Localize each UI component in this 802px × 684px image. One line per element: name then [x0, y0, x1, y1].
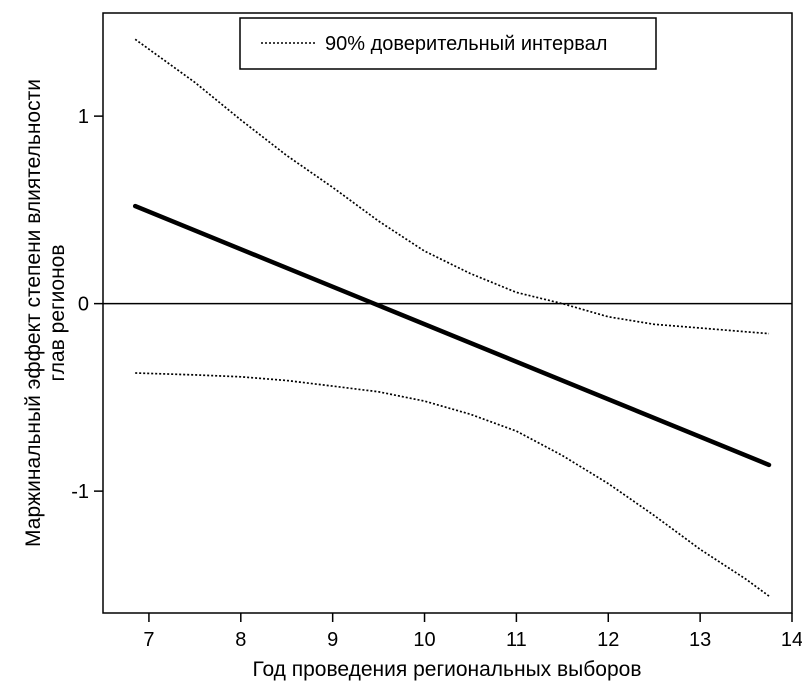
- x-tick-label-7: 7: [143, 629, 154, 651]
- x-axis-title: Год проведения региональных выборов: [252, 658, 641, 681]
- x-tick-label-11: 11: [506, 629, 527, 651]
- series-ci-upper-line: [134, 38, 770, 335]
- x-tick-label-9: 9: [327, 629, 338, 651]
- x-axis: 7 8 9 10 11 12 13 14: [143, 613, 802, 651]
- legend-label: 90% доверительный интервал: [325, 33, 607, 55]
- y-tick-label-0: 0: [78, 294, 89, 316]
- series-ci-lower-line: [135, 372, 770, 597]
- plot-frame: [102, 12, 793, 614]
- y-axis: -1 0 1: [71, 106, 103, 503]
- series-estimate-line: [132, 203, 772, 468]
- y-axis-title: Маржинальный эффект степени влиятельност…: [22, 79, 69, 547]
- y-tick-label--1: -1: [71, 481, 89, 503]
- y-axis-title-line-1: Маржинальный эффект степени влиятельност…: [22, 79, 45, 547]
- series-layer: [132, 38, 772, 597]
- x-tick-label-13: 13: [689, 629, 711, 651]
- legend: 90% доверительный интервал: [239, 17, 657, 70]
- x-tick-label-10: 10: [413, 629, 435, 651]
- x-tick-label-12: 12: [597, 629, 619, 651]
- x-tick-label-8: 8: [235, 629, 246, 651]
- y-tick-label-1: 1: [78, 106, 89, 128]
- x-tick-label-14: 14: [781, 629, 802, 651]
- y-axis-title-line-2: глав регионов: [46, 245, 69, 382]
